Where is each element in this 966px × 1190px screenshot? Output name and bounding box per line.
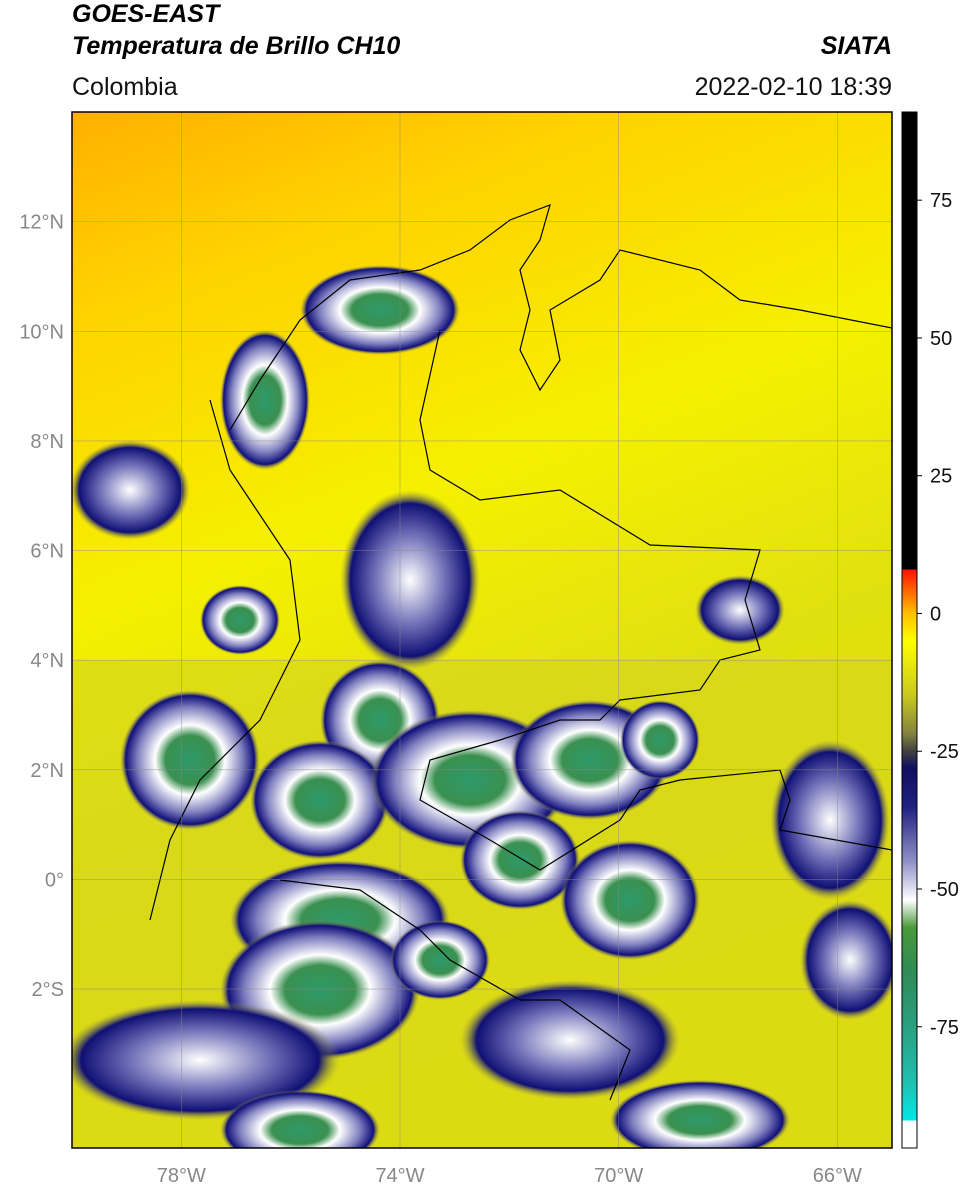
border: [419, 329, 892, 871]
lon-tick-label: 74°W: [375, 1165, 424, 1187]
lat-tick-label: 2°S: [32, 979, 64, 1001]
datetime: 2022-02-10 18:39: [695, 73, 892, 101]
cloud: [800, 900, 892, 1020]
colorbar-tick-label: -50: [930, 879, 959, 901]
colorbar-tick-label: 50: [930, 328, 952, 350]
border: [279, 879, 631, 1101]
cloud: [220, 1090, 380, 1148]
colorbar-tick-label: 75: [930, 190, 952, 212]
cloud: [460, 980, 680, 1100]
colorbar-tick-label: -25: [930, 741, 959, 763]
cloud: [770, 740, 890, 900]
cloud: [300, 265, 460, 355]
cloud: [695, 575, 785, 645]
cloud: [620, 700, 700, 780]
lat-tick-label: 4°N: [30, 650, 64, 672]
cloud: [220, 330, 310, 470]
cloud: [250, 740, 390, 860]
title: GOES-EAST: [72, 0, 222, 28]
lat-tick-label: 0°: [45, 869, 64, 891]
lat-tick-label: 6°N: [30, 541, 64, 563]
coastline: [229, 204, 892, 431]
subtitle: Temperatura de Brillo CH10: [72, 32, 400, 60]
cloud: [72, 440, 190, 540]
cloud: [200, 585, 280, 655]
cloud: [340, 490, 480, 670]
map-frame: [71, 111, 893, 1149]
coastline: [149, 399, 301, 921]
cloud: [460, 810, 580, 910]
lat-tick-label: 10°N: [19, 321, 64, 343]
imagery: [72, 112, 892, 1148]
source: SIATA: [821, 32, 892, 60]
colorbar-tick-label: -75: [930, 1017, 959, 1039]
colorbar-tick-label: 0: [930, 603, 941, 625]
lon-tick-label: 78°W: [157, 1165, 206, 1187]
graticule: [72, 112, 892, 1148]
lat-tick-label: 2°N: [30, 760, 64, 782]
region: Colombia: [72, 73, 178, 101]
cloud: [120, 690, 260, 830]
lon-tick-label: 66°W: [813, 1165, 862, 1187]
cloud: [390, 920, 490, 1000]
cloud: [560, 840, 700, 960]
colorbar-tick-label: 25: [930, 466, 952, 488]
cloud: [72, 1000, 340, 1120]
lon-tick-label: 70°W: [594, 1165, 643, 1187]
lat-tick-label: 12°N: [19, 212, 64, 234]
cloud: [610, 1080, 790, 1148]
colorbar: [901, 111, 918, 1149]
lat-tick-label: 8°N: [30, 431, 64, 453]
